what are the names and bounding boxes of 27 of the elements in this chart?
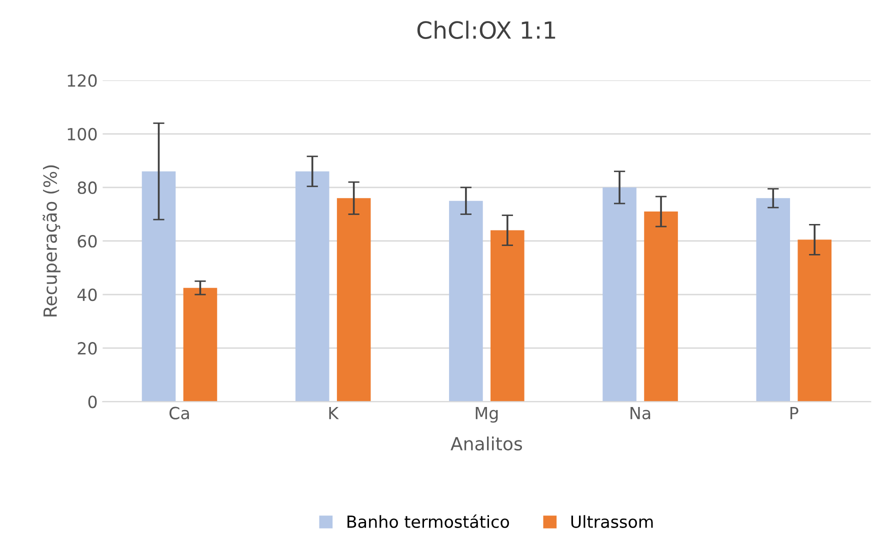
legend-label: Ultrassom (571, 515, 653, 528)
bar (295, 171, 330, 402)
y-tick-label: 40 (77, 288, 97, 302)
bar (142, 171, 176, 402)
y-tick-label: 120 (68, 74, 97, 87)
bar (336, 198, 371, 402)
bar (798, 240, 832, 402)
y-axis-title: Recuperação (%) (42, 165, 60, 316)
y-tick-label: 100 (68, 128, 97, 140)
x-axis-title: Analitos (450, 436, 522, 451)
bar (602, 187, 636, 402)
chart-title: ChCl:OX 1:1 (417, 20, 556, 39)
legend-label: Banho termostático (348, 514, 509, 528)
x-tick-label: Ca (170, 406, 189, 420)
x-tick-label: Na (630, 407, 650, 420)
x-tick-label: K (329, 407, 339, 420)
bar (644, 212, 678, 402)
bar (756, 198, 790, 402)
y-tick-label: 60 (78, 234, 97, 248)
y-tick-label: 20 (78, 342, 97, 355)
x-tick-label: P (790, 407, 798, 420)
bar (490, 230, 524, 402)
y-tick-label: 0 (88, 396, 97, 408)
bar (183, 288, 218, 402)
y-tick-label: 80 (78, 181, 97, 194)
x-tick-label: Mg (476, 407, 498, 423)
bar (449, 200, 483, 402)
